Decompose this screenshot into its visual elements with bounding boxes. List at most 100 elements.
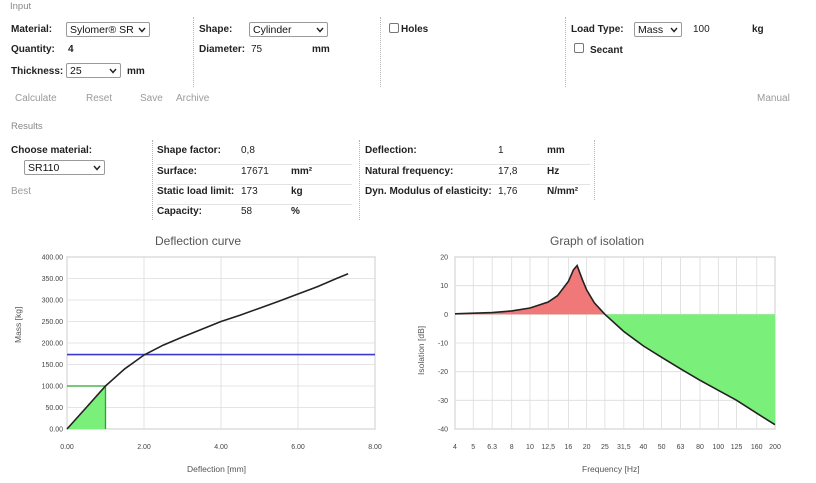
calculate-button[interactable]: Calculate bbox=[15, 93, 57, 104]
x-tick-label: 2.00 bbox=[137, 444, 151, 451]
x-tick-label: 5 bbox=[471, 444, 475, 451]
secant-checkbox[interactable] bbox=[574, 43, 584, 53]
surface-unit: mm² bbox=[291, 166, 313, 177]
y-tick-label: 300.00 bbox=[42, 298, 64, 305]
divider bbox=[359, 140, 360, 220]
y-tick-label: -10 bbox=[438, 341, 448, 348]
best-button[interactable]: Best bbox=[11, 186, 32, 197]
results-section-title: Results bbox=[11, 121, 43, 132]
y-tick-label: 50.00 bbox=[45, 405, 63, 412]
y-tick-label: 350.00 bbox=[42, 276, 64, 283]
secant-label: Secant bbox=[590, 45, 623, 56]
x-tick-label: 31,5 bbox=[617, 444, 631, 451]
material-label: Material: bbox=[11, 24, 53, 35]
y-tick-label: 10 bbox=[440, 283, 448, 290]
diameter-value[interactable]: 75 bbox=[251, 44, 263, 55]
row-separator bbox=[365, 164, 590, 165]
capacity-value: 58 bbox=[241, 206, 253, 217]
chevron-down-icon bbox=[316, 23, 324, 33]
material-select-value: Sylomer® SR bbox=[70, 24, 134, 36]
dyn-modulus-unit: N/mm² bbox=[547, 186, 579, 197]
thickness-select[interactable]: 25 bbox=[66, 63, 121, 78]
x-tick-label: 160 bbox=[751, 444, 763, 451]
capacity-unit: % bbox=[291, 206, 300, 217]
divider bbox=[193, 17, 194, 87]
holes-label: Holes bbox=[401, 24, 429, 35]
row-separator bbox=[157, 204, 352, 205]
y-tick-label: 20 bbox=[440, 255, 448, 262]
thickness-label: Thickness: bbox=[11, 66, 64, 77]
capacity-label: Capacity: bbox=[157, 206, 203, 217]
x-tick-label: 40 bbox=[639, 444, 647, 451]
x-tick-label: 6.00 bbox=[291, 444, 305, 451]
shape-label: Shape: bbox=[199, 24, 233, 35]
x-tick-label: 4.00 bbox=[214, 444, 228, 451]
y-tick-label: 0.00 bbox=[49, 427, 63, 434]
load-type-select-value: Mass bbox=[638, 24, 664, 36]
deflection-chart-title: Deflection curve bbox=[155, 234, 242, 248]
row-separator bbox=[157, 164, 352, 165]
load-type-label: Load Type: bbox=[571, 24, 624, 35]
y-tick-label: 250.00 bbox=[42, 319, 64, 326]
chevron-down-icon bbox=[93, 161, 101, 171]
thickness-select-value: 25 bbox=[70, 65, 82, 77]
choose-material-label: Choose material: bbox=[11, 145, 93, 156]
x-tick-label: 25 bbox=[601, 444, 609, 451]
x-tick-label: 10 bbox=[526, 444, 534, 451]
isolation-area bbox=[604, 314, 775, 425]
y-tick-label: -40 bbox=[438, 427, 448, 434]
reset-button[interactable]: Reset bbox=[86, 93, 113, 104]
x-tick-label: 100 bbox=[712, 444, 724, 451]
load-type-select[interactable]: Mass bbox=[634, 22, 682, 37]
deflection-unit: mm bbox=[547, 145, 565, 156]
natural-frequency-value: 17,8 bbox=[498, 166, 518, 177]
y-tick-label: 400.00 bbox=[42, 255, 64, 262]
x-tick-label: 16 bbox=[564, 444, 572, 451]
x-tick-label: 4 bbox=[453, 444, 457, 451]
isolation-chart-xlabel: Frequency [Hz] bbox=[582, 464, 640, 474]
divider bbox=[565, 17, 566, 87]
row-separator bbox=[157, 184, 352, 185]
x-tick-label: 8 bbox=[510, 444, 514, 451]
save-button[interactable]: Save bbox=[140, 93, 163, 104]
natural-frequency-unit: Hz bbox=[547, 166, 560, 177]
static-load-value: 173 bbox=[241, 186, 258, 197]
isolation-curve-line bbox=[454, 264, 776, 426]
y-tick-label: 200.00 bbox=[42, 341, 64, 348]
surface-value: 17671 bbox=[241, 166, 269, 177]
material-select[interactable]: Sylomer® SR bbox=[66, 22, 150, 37]
shape-select[interactable]: Cylinder bbox=[249, 22, 328, 37]
divider bbox=[594, 140, 595, 200]
divider bbox=[152, 140, 153, 220]
x-tick-label: 63 bbox=[677, 444, 685, 451]
choose-material-select-value: SR110 bbox=[28, 162, 60, 174]
chevron-down-icon bbox=[670, 23, 678, 33]
amplification-area bbox=[455, 265, 605, 315]
choose-material-select[interactable]: SR110 bbox=[24, 160, 105, 175]
load-unit: kg bbox=[752, 24, 764, 35]
y-tick-label: -20 bbox=[438, 369, 448, 376]
chevron-down-icon bbox=[109, 64, 117, 74]
y-tick-label: 150.00 bbox=[42, 362, 64, 369]
diameter-label: Diameter: bbox=[199, 44, 246, 55]
load-value[interactable]: 100 bbox=[693, 24, 710, 35]
static-load-label: Static load limit: bbox=[157, 186, 235, 197]
dyn-modulus-label: Dyn. Modulus of elasticity: bbox=[365, 186, 492, 197]
shape-factor-value: 0,8 bbox=[241, 145, 255, 156]
y-tick-label: -30 bbox=[438, 398, 448, 405]
x-tick-label: 20 bbox=[583, 444, 591, 451]
thickness-unit: mm bbox=[127, 66, 145, 77]
x-tick-label: 50 bbox=[658, 444, 666, 451]
quantity-value[interactable]: 4 bbox=[68, 44, 74, 55]
archive-button[interactable]: Archive bbox=[176, 93, 210, 104]
x-tick-label: 125 bbox=[731, 444, 743, 451]
manual-button[interactable]: Manual bbox=[757, 93, 790, 104]
row-separator bbox=[365, 184, 590, 185]
y-tick-label: 100.00 bbox=[42, 384, 64, 391]
deflection-label: Deflection: bbox=[365, 145, 417, 156]
diameter-unit: mm bbox=[312, 44, 330, 55]
input-section-title: Input bbox=[10, 1, 32, 12]
holes-checkbox[interactable] bbox=[389, 23, 399, 33]
natural-frequency-label: Natural frequency: bbox=[365, 166, 454, 177]
